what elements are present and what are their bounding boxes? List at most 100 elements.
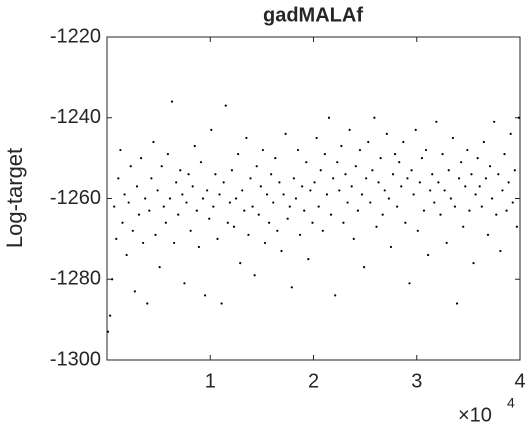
point xyxy=(369,201,372,204)
point xyxy=(129,165,132,168)
point xyxy=(288,205,291,208)
point xyxy=(441,152,444,156)
point xyxy=(156,189,159,192)
point xyxy=(144,197,147,200)
point xyxy=(404,221,407,224)
point xyxy=(160,165,163,168)
point xyxy=(313,181,316,184)
point xyxy=(517,116,521,119)
point xyxy=(216,237,219,240)
point xyxy=(480,205,483,208)
point xyxy=(340,144,343,148)
point xyxy=(303,209,306,212)
point xyxy=(133,290,136,293)
point xyxy=(470,173,473,176)
point xyxy=(375,225,378,228)
point xyxy=(350,185,353,188)
point xyxy=(119,148,122,152)
point xyxy=(139,157,143,160)
point xyxy=(437,181,440,184)
point xyxy=(412,193,415,196)
point xyxy=(474,193,477,196)
point xyxy=(431,173,434,176)
point xyxy=(509,132,512,135)
point xyxy=(272,201,275,204)
point xyxy=(309,189,312,192)
point xyxy=(393,152,397,156)
point xyxy=(329,213,333,216)
point xyxy=(183,282,186,285)
point xyxy=(356,209,359,212)
point xyxy=(230,169,234,172)
point xyxy=(457,177,461,180)
point xyxy=(346,201,349,204)
point xyxy=(466,148,469,152)
point xyxy=(427,253,430,257)
point xyxy=(482,140,485,144)
point xyxy=(245,136,248,140)
point xyxy=(270,173,273,176)
point xyxy=(210,128,213,131)
point xyxy=(468,209,471,212)
point xyxy=(338,189,341,192)
y-tick-label: -1260 xyxy=(50,187,101,209)
point xyxy=(354,165,357,168)
point xyxy=(472,262,475,265)
point xyxy=(276,229,279,232)
point xyxy=(488,165,492,168)
point xyxy=(177,213,180,216)
point xyxy=(234,197,238,200)
point xyxy=(462,225,465,228)
point xyxy=(406,177,409,180)
x-tick-label: 4 xyxy=(514,370,525,392)
point xyxy=(358,148,362,152)
point xyxy=(398,161,401,164)
point xyxy=(263,241,267,245)
point xyxy=(146,302,149,305)
point xyxy=(325,193,329,196)
point xyxy=(503,152,506,156)
point xyxy=(321,229,324,232)
point xyxy=(218,193,221,196)
point xyxy=(191,185,194,188)
point xyxy=(429,189,432,192)
point xyxy=(362,266,366,269)
point xyxy=(274,157,277,160)
point xyxy=(513,169,516,172)
point xyxy=(447,169,450,172)
point xyxy=(294,197,298,200)
point xyxy=(125,253,128,257)
point xyxy=(497,173,500,176)
point xyxy=(243,209,246,212)
point xyxy=(464,185,467,188)
point xyxy=(505,209,508,212)
point xyxy=(168,197,172,200)
point xyxy=(226,221,229,224)
point xyxy=(212,205,215,208)
point xyxy=(371,169,374,172)
point xyxy=(439,213,442,216)
point xyxy=(501,189,504,192)
point xyxy=(173,241,176,245)
point xyxy=(278,181,281,184)
point xyxy=(418,181,421,184)
point xyxy=(422,209,426,212)
point xyxy=(377,181,380,184)
point xyxy=(400,185,403,188)
point xyxy=(478,185,481,188)
point xyxy=(111,278,114,281)
point xyxy=(127,201,130,204)
point xyxy=(342,221,345,224)
point xyxy=(290,286,293,289)
x-multiplier-base: ×10 xyxy=(458,404,492,426)
point xyxy=(185,201,188,204)
point xyxy=(383,189,386,192)
point xyxy=(189,229,192,232)
point xyxy=(365,177,368,180)
point xyxy=(255,165,258,168)
point xyxy=(360,193,364,196)
y-axis-label: Log-target xyxy=(2,148,27,248)
point xyxy=(179,169,182,172)
point xyxy=(435,120,438,123)
